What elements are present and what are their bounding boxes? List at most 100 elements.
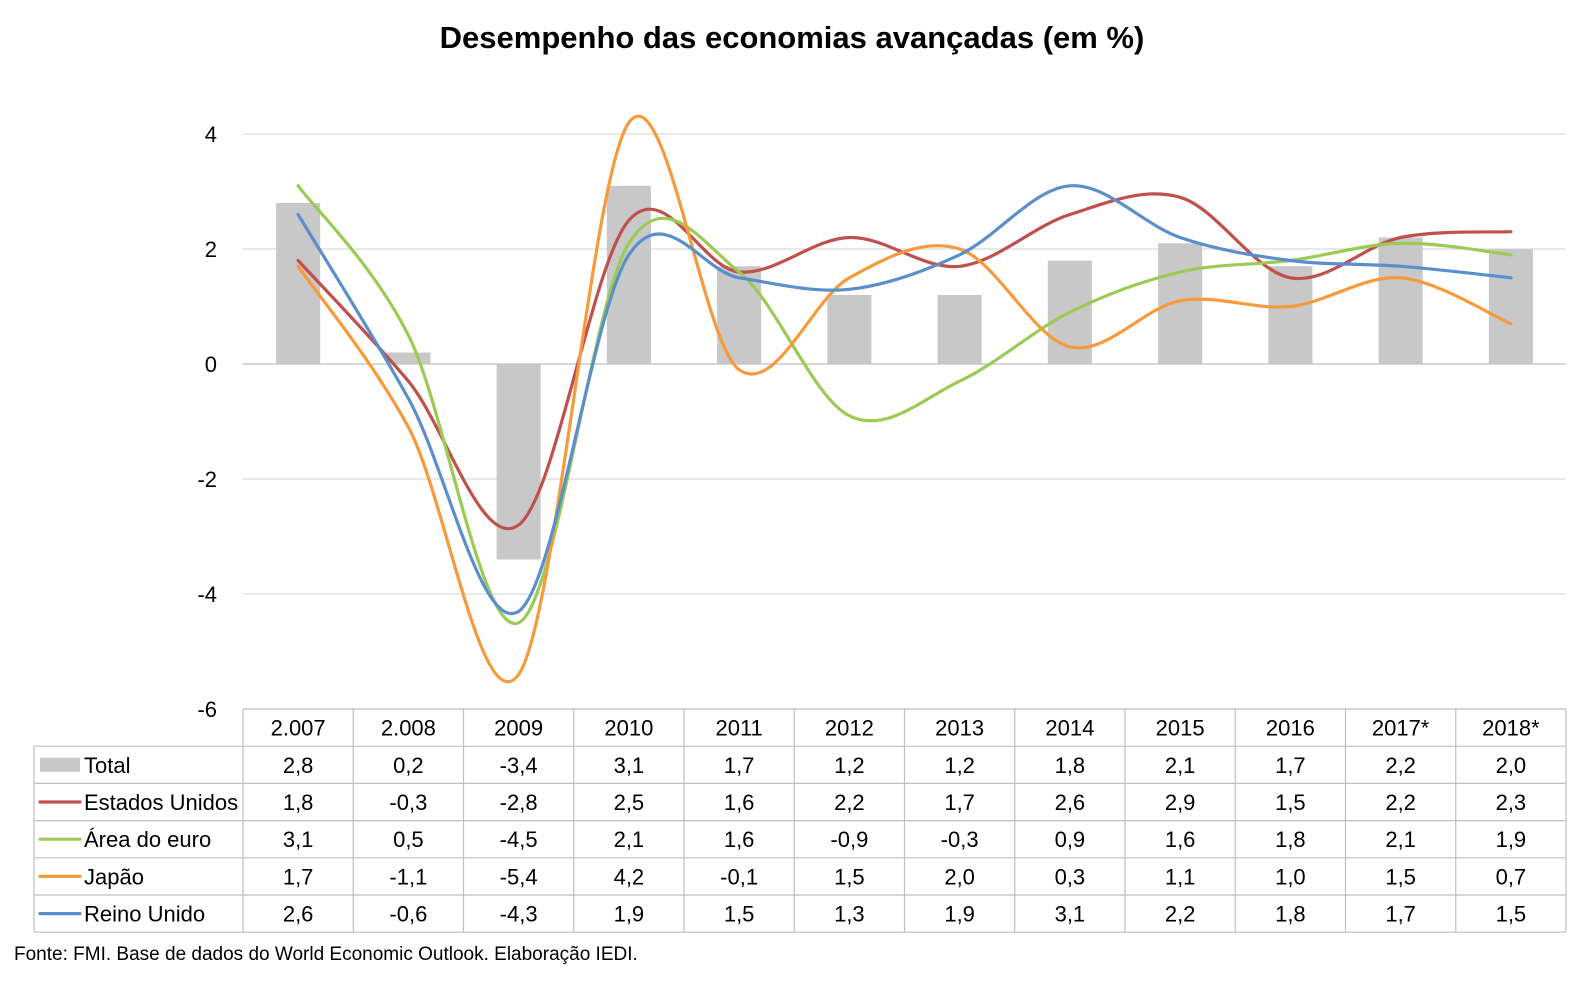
data-label: 0,2 — [393, 753, 424, 778]
bars-total — [276, 185, 1533, 560]
bar-total — [827, 295, 872, 364]
series-line--rea-do-euro — [296, 184, 1513, 625]
series-line-jap-o — [296, 114, 1513, 684]
legend-label: Reino Unido — [84, 902, 205, 927]
data-label: 1,6 — [724, 790, 755, 815]
data-label: 1,1 — [1165, 864, 1196, 889]
data-label: 1,2 — [834, 753, 865, 778]
data-label: 2,2 — [1385, 790, 1416, 815]
data-label: 2,3 — [1496, 790, 1527, 815]
legend-label: Japão — [84, 864, 144, 889]
x-category-label: 2.008 — [381, 716, 436, 741]
bar-total — [386, 352, 431, 364]
data-label: 0,9 — [1055, 827, 1086, 852]
data-label: 3,1 — [614, 753, 645, 778]
legend-label: Área do euro — [84, 827, 211, 852]
data-label: 2,0 — [1496, 753, 1527, 778]
y-tick-label: -4 — [197, 582, 217, 607]
data-label: 2,6 — [1055, 790, 1086, 815]
data-label: 0,7 — [1496, 864, 1527, 889]
y-tick-label: 0 — [205, 352, 217, 377]
data-label: 1,9 — [944, 902, 975, 927]
series-line-reino-unido — [296, 184, 1513, 616]
data-label: -4,5 — [500, 827, 538, 852]
data-label: 2,2 — [834, 790, 865, 815]
bar-total — [496, 364, 541, 560]
data-label: -4,3 — [500, 902, 538, 927]
data-label: 1,5 — [1496, 902, 1527, 927]
data-label: 2,2 — [1385, 753, 1416, 778]
y-tick-label: -2 — [197, 467, 217, 492]
x-category-label: 2.007 — [271, 716, 326, 741]
data-label: -1,1 — [389, 864, 427, 889]
data-label: -5,4 — [500, 864, 538, 889]
series-line-estados-unidos — [296, 192, 1513, 530]
data-table: 2.007 2.008 2009 2010 2011 2012 2013 2014 2015 20… — [33, 708, 1567, 933]
source-note: Fonte: FMI. Base de dados do World Econo… — [14, 944, 638, 965]
data-label: 1,8 — [1055, 753, 1086, 778]
legend-key-total — [40, 757, 80, 772]
data-label: 1,8 — [1275, 827, 1306, 852]
data-label: 1,8 — [1275, 902, 1306, 927]
data-label: 1,7 — [1385, 902, 1416, 927]
bar-total — [1158, 243, 1203, 364]
data-label: 2,0 — [944, 864, 975, 889]
series-lines — [296, 114, 1513, 684]
data-label: -0,3 — [389, 790, 427, 815]
x-category-label: 2012 — [825, 716, 874, 741]
data-label: -3,4 — [500, 753, 538, 778]
data-label: 1,7 — [944, 790, 975, 815]
y-tick-label: 4 — [205, 122, 217, 147]
data-label: 2,9 — [1165, 790, 1196, 815]
data-label: 1,0 — [1275, 864, 1306, 889]
data-label: 1,7 — [724, 753, 755, 778]
data-label: 1,6 — [724, 827, 755, 852]
data-label: 2,5 — [614, 790, 645, 815]
y-tick-label: 2 — [205, 237, 217, 262]
data-label: -0,9 — [830, 827, 868, 852]
data-label: -2,8 — [500, 790, 538, 815]
data-label: 2,1 — [614, 827, 645, 852]
data-label: 1,8 — [283, 790, 314, 815]
data-label: 1,6 — [1165, 827, 1196, 852]
y-axis-ticks: 4 2 0 -2 -4 -6 — [197, 122, 217, 722]
data-label: 0,5 — [393, 827, 424, 852]
bar-total — [1268, 266, 1313, 364]
data-label: 2,2 — [1165, 902, 1196, 927]
data-label: 1,5 — [724, 902, 755, 927]
bar-total — [1378, 237, 1423, 364]
data-label: -0,6 — [389, 902, 427, 927]
data-label: 1,5 — [1275, 790, 1306, 815]
legend-label: Estados Unidos — [84, 790, 238, 815]
data-label: 2,6 — [283, 902, 314, 927]
bar-total — [276, 203, 321, 364]
x-category-label: 2011 — [715, 716, 762, 741]
x-category-label: 2010 — [604, 716, 653, 741]
data-label: -0,1 — [720, 864, 758, 889]
x-category-label: 2017* — [1372, 716, 1430, 741]
bar-total — [937, 295, 982, 364]
data-label: 2,8 — [283, 753, 314, 778]
x-category-label: 2014 — [1045, 716, 1094, 741]
data-label: 2,1 — [1165, 753, 1196, 778]
data-label: -0,3 — [941, 827, 979, 852]
x-category-label: 2015 — [1156, 716, 1205, 741]
y-tick-label: -6 — [197, 697, 217, 722]
data-label: 2,1 — [1385, 827, 1416, 852]
x-category-label: 2016 — [1266, 716, 1315, 741]
data-label: 0,3 — [1055, 864, 1086, 889]
data-label: 1,5 — [1385, 864, 1416, 889]
x-category-label: 2013 — [935, 716, 984, 741]
chart-title: Desempenho das economias avançadas (em %… — [439, 20, 1145, 55]
legend-label: Total — [84, 753, 130, 778]
data-label: 1,3 — [834, 902, 865, 927]
bar-total — [606, 185, 651, 364]
bar-total — [1488, 249, 1533, 364]
data-label: 1,9 — [1496, 827, 1527, 852]
data-label: 1,7 — [283, 864, 314, 889]
data-label: 4,2 — [614, 864, 645, 889]
data-label: 3,1 — [1055, 902, 1086, 927]
data-label: 1,5 — [834, 864, 865, 889]
x-category-label: 2009 — [494, 716, 543, 741]
